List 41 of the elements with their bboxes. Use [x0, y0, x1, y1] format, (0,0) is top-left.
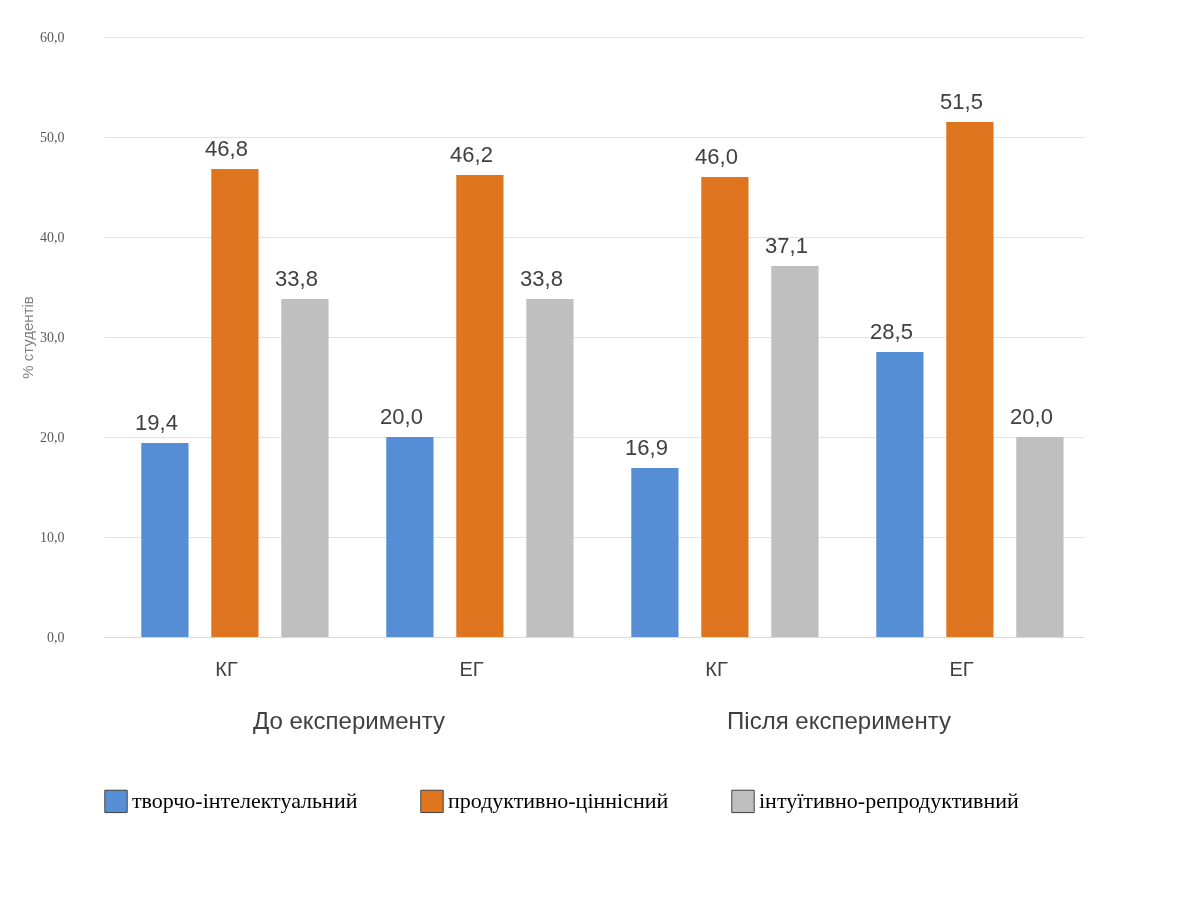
bar: [876, 352, 924, 637]
y-tick-label: 10,0: [40, 529, 65, 545]
legend-label: продуктивно-ціннісний: [448, 788, 669, 814]
data-label: 33,8: [520, 266, 563, 291]
bar: [141, 443, 189, 637]
bar: [281, 299, 329, 637]
y-tick-label: 40,0: [40, 229, 65, 245]
data-label: 51,5: [940, 89, 983, 114]
bar: [946, 122, 994, 637]
data-label: 46,0: [695, 144, 738, 169]
y-tick-label: 20,0: [40, 429, 65, 445]
x-tick-label: ЕГ: [949, 657, 974, 680]
text: Після експерименту: [727, 707, 951, 734]
y-tick-label: 30,0: [40, 329, 65, 345]
data-label: 20,0: [1010, 404, 1053, 429]
data-label: 46,2: [450, 142, 493, 167]
bar: [771, 266, 819, 637]
legend-label: інтуїтивно-репродуктивний: [759, 788, 1020, 814]
data-label: 20,0: [380, 404, 423, 429]
data-label: 19,4: [135, 410, 178, 435]
x-tick-label: КГ: [215, 657, 238, 680]
bar: [211, 169, 259, 637]
data-label: 28,5: [870, 319, 913, 344]
data-label: 46,8: [205, 136, 248, 161]
data-label: 33,8: [275, 266, 318, 291]
bar: [701, 177, 749, 637]
y-tick-label: 0,0: [47, 629, 65, 645]
text: До експерименту: [252, 707, 446, 734]
bar: [631, 468, 679, 637]
legend-label: творчо-інтелектуальний: [132, 788, 358, 814]
x-tick-label: КГ: [705, 657, 728, 680]
bar: [456, 175, 504, 637]
data-label: 37,1: [765, 233, 808, 258]
y-tick-label: 60,0: [40, 29, 65, 45]
y-axis-title: % студентів: [19, 296, 36, 379]
bar: [1016, 437, 1064, 637]
x-tick-label: ЕГ: [459, 657, 484, 680]
y-tick-label: 50,0: [40, 129, 65, 145]
bar: [386, 437, 434, 637]
bar: [526, 299, 574, 637]
data-label: 16,9: [625, 435, 668, 460]
